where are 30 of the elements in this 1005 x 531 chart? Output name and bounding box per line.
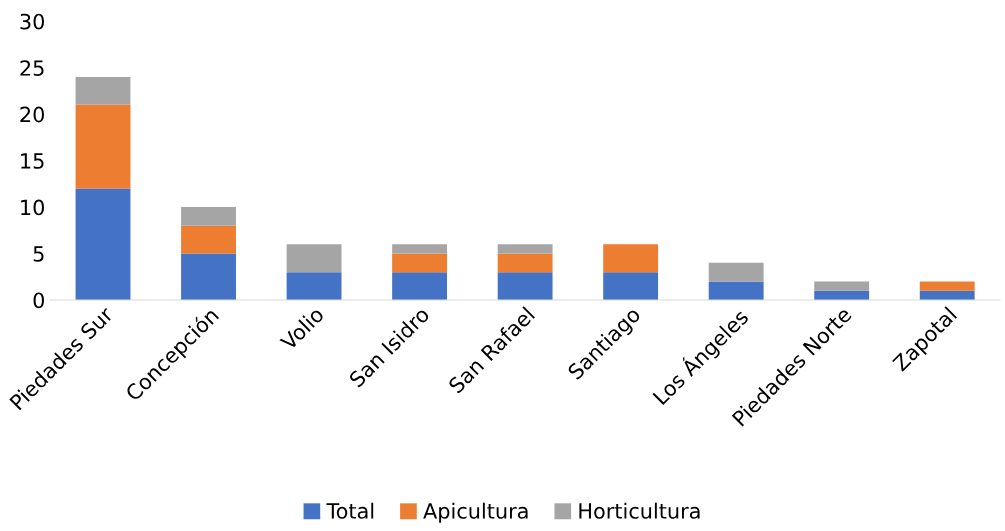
y-tick-label: 20 [20,106,45,123]
bar [603,272,659,301]
y-tick-label: 15 [21,153,44,169]
bar [392,253,448,273]
bar [919,281,975,291]
bar [181,253,236,301]
bar [75,76,131,105]
bar [497,253,553,273]
bar [603,244,659,273]
bar [708,281,764,301]
y-tick-label: 10 [21,199,45,216]
bar [75,104,131,189]
y-tick-label: 0 [33,292,45,309]
bar [497,244,553,254]
bar [708,262,764,282]
legend-label: Total [326,502,374,519]
bar [286,272,342,301]
bar [75,188,131,301]
legend-label: Apicultura [423,502,528,523]
bar [392,244,448,254]
y-tick-label: 5 [33,246,44,262]
bar [286,244,342,273]
y-tick-label: 25 [20,60,44,76]
bar [814,281,870,291]
y-tick-label: 30 [20,13,45,30]
bar [181,207,236,226]
bar [392,272,448,301]
bar [181,225,236,254]
bar [497,272,553,301]
legend-label: Horticultura [579,502,700,519]
